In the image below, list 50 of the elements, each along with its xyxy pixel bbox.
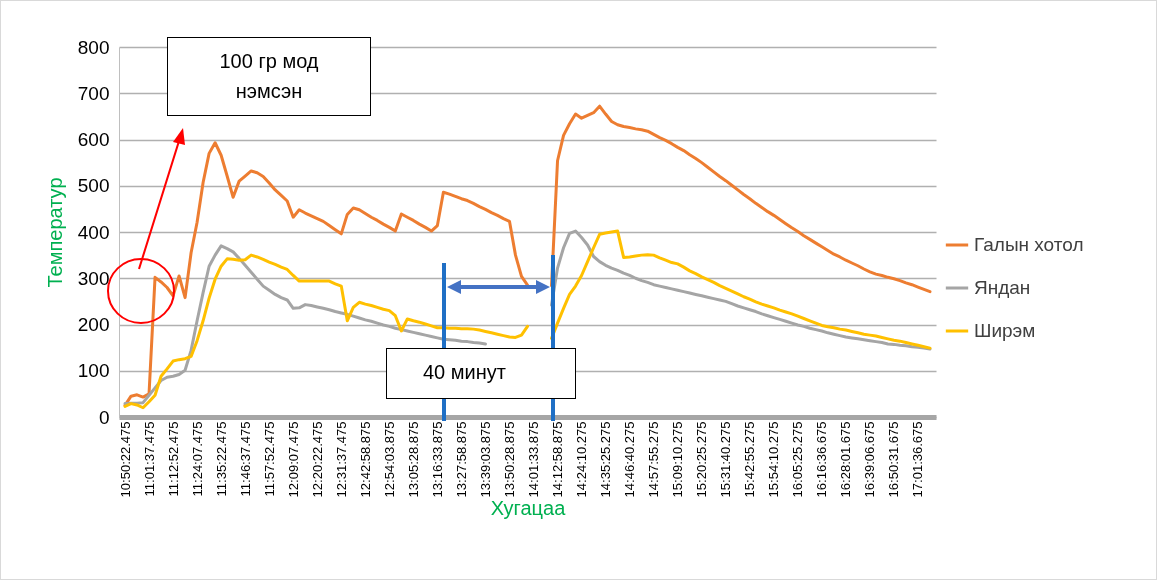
x-tick-label: 12:42:58.875 [357,421,373,498]
x-tick-label: 11:12:52.475 [165,421,181,497]
x-tick-label: 11:01:37.475 [141,421,157,497]
x-tick-label: 14:57:55.275 [646,421,662,498]
x-tick-label: 14:01:33.875 [526,421,542,498]
y-axis-title: Температур [43,177,66,288]
x-tick-label: 11:57:52.475 [261,421,277,497]
y-tick-label: 0 [98,406,110,428]
x-tick-label: 14:46:40.275 [622,421,638,498]
x-tick-label: 11:46:37.475 [237,421,253,497]
x-tick-label: 17:01:36.675 [910,421,926,498]
x-tick-label: 14:35:25.275 [598,421,614,498]
x-tick-label: 11:24:07.475 [189,421,205,497]
x-tick-label: 12:09:07.475 [285,421,301,498]
x-tick-label: 15:42:55.275 [742,421,758,498]
x-tick-label: 13:27:58.875 [453,421,469,498]
x-tick-label: 15:31:40.275 [718,421,734,498]
x-tick-label: 13:05:28.875 [405,421,421,498]
x-tick-label: 16:50:31.675 [886,421,902,498]
x-tick-label: 12:31:37.475 [333,421,349,498]
legend-label: Яндан [974,277,1031,298]
y-tick-label: 100 [77,360,110,382]
x-tick-label: 14:24:10.275 [574,421,590,498]
x-tick-label: 15:54:10.275 [766,421,782,498]
x-tick-label: 13:39:03.875 [477,421,493,498]
x-tick-label: 13:16:33.875 [429,421,445,498]
x-tick-label: 16:16:36.675 [814,421,830,498]
x-tick-label: 10:50:22.475 [117,421,133,498]
x-tick-label: 11:35:22.475 [213,421,229,497]
y-tick-label: 400 [77,221,110,243]
x-tick-label: 15:20:25.275 [694,421,710,498]
x-axis-title: Хугацаа [490,497,567,520]
y-tick-label: 500 [77,175,110,197]
y-tick-label: 800 [77,36,110,58]
x-tick-label: 12:20:22.475 [309,421,325,498]
callout-box: 100 гр мод нэмсэн [167,37,371,116]
y-tick-label: 200 [77,314,110,335]
y-tick-label: 300 [77,267,110,289]
y-tick-label: 700 [77,82,110,104]
x-tick-label: 13:50:28.875 [501,421,517,498]
x-tick-label: 16:39:06.675 [862,421,878,498]
y-tick-label: 600 [77,129,110,150]
callout-box: 40 минут [386,348,576,399]
legend-label: Галын хотол [974,234,1084,255]
x-tick-label: 12:54:03.875 [381,421,397,498]
x-tick-label: 14:12:58.875 [550,421,566,498]
legend-label: Ширэм [974,320,1036,341]
x-tick-label: 15:09:10.275 [670,421,686,498]
x-tick-label: 16:05:25.275 [790,421,806,498]
x-tick-label: 16:28:01.675 [838,421,854,498]
